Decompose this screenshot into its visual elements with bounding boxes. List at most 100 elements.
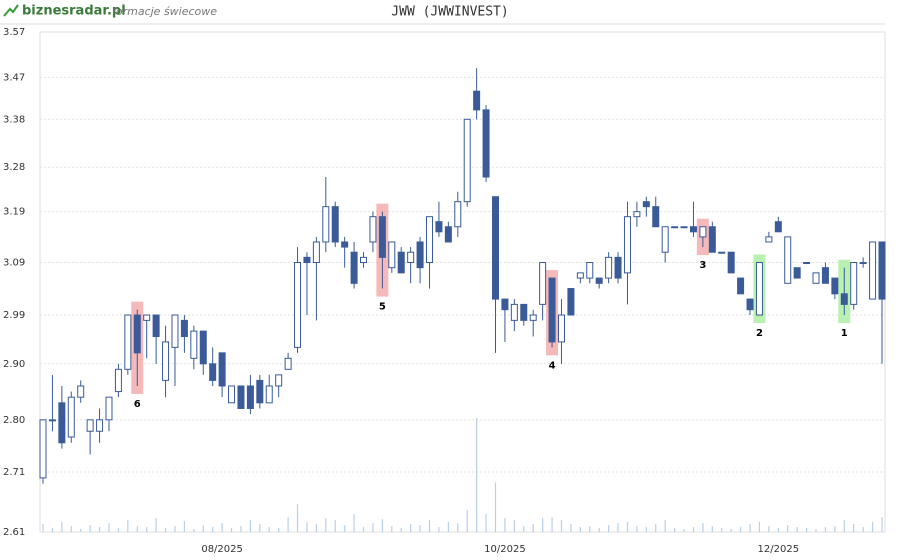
- y-tick-label: 2.61: [3, 527, 25, 538]
- candle-body: [765, 236, 773, 243]
- volume-bar: [513, 520, 515, 532]
- volume-bar: [80, 529, 82, 532]
- candle-body: [67, 396, 75, 438]
- volume-bar: [419, 525, 421, 532]
- candle-body: [878, 241, 886, 300]
- volume-bar: [391, 526, 393, 532]
- candle-body: [482, 109, 490, 178]
- volume-bar: [306, 522, 308, 532]
- candle-body: [576, 272, 584, 279]
- volume-bar: [485, 514, 487, 532]
- volume-bar: [617, 523, 619, 532]
- candle-body: [256, 379, 264, 404]
- volume-bar: [730, 529, 732, 532]
- volume-bar: [466, 510, 468, 532]
- candle-body: [755, 262, 763, 316]
- candle-body: [633, 211, 641, 218]
- volume-bar: [881, 517, 883, 532]
- candle-body: [48, 419, 56, 422]
- pattern-label: 4: [549, 360, 556, 371]
- volume-bar: [400, 528, 402, 532]
- candle-body: [162, 341, 170, 381]
- candle-body: [454, 201, 462, 228]
- candle-body: [105, 396, 113, 421]
- volume-bar: [683, 529, 685, 532]
- candle-body: [369, 216, 377, 243]
- candle-body: [680, 226, 688, 229]
- candle-body: [803, 262, 811, 265]
- y-tick-label: 2.71: [3, 467, 25, 478]
- candle-body: [39, 419, 47, 479]
- candle-body: [869, 241, 877, 300]
- volume-bar: [249, 520, 251, 532]
- candle-body: [642, 201, 650, 208]
- volume-bar: [315, 524, 317, 532]
- candle-body: [605, 256, 613, 279]
- logo-icon: [3, 4, 19, 17]
- volume-bar: [523, 526, 525, 532]
- volume-bar: [221, 523, 223, 532]
- candle-body: [341, 241, 349, 248]
- volume-bar: [692, 527, 695, 532]
- candle-body: [671, 226, 679, 229]
- candle-body: [114, 368, 122, 393]
- volume-bar: [353, 514, 355, 532]
- candle-body: [463, 118, 471, 203]
- candle-body: [58, 402, 66, 444]
- candle-body: [218, 352, 226, 387]
- volume-bar: [824, 527, 827, 532]
- volume-bar: [843, 520, 845, 532]
- candle-body: [793, 267, 801, 279]
- volume-bar: [853, 524, 855, 532]
- candle-body: [491, 196, 499, 300]
- volume-bar: [127, 520, 129, 532]
- chart-title: JWW (JWWINVEST): [391, 5, 508, 20]
- candle-body: [303, 256, 311, 264]
- volume-bar: [42, 524, 44, 532]
- candle-body: [586, 262, 594, 279]
- volume-bar: [787, 525, 789, 532]
- candle-body: [96, 419, 104, 432]
- volume-bar: [51, 528, 54, 532]
- candle-body: [322, 206, 330, 243]
- volume-bar: [438, 527, 440, 532]
- volume-bar: [136, 526, 138, 532]
- volume-bar: [589, 526, 591, 532]
- candle-body: [774, 221, 782, 233]
- candle-body: [539, 262, 547, 305]
- x-tick-label: 08/2025: [201, 544, 243, 555]
- volume-bar: [287, 517, 289, 532]
- volume-bar: [457, 523, 459, 532]
- volume-bar: [608, 525, 610, 532]
- volume-bar: [325, 518, 327, 532]
- pattern-label: 2: [756, 328, 763, 339]
- volume-bar: [711, 526, 713, 532]
- candle-body: [435, 221, 443, 233]
- y-tick-label: 2.80: [3, 415, 25, 426]
- candle-body: [718, 251, 726, 254]
- candle-body: [850, 262, 858, 305]
- candle-body: [501, 298, 509, 311]
- volume-bar: [598, 528, 600, 532]
- candle-body: [265, 385, 273, 404]
- volume-bar: [212, 527, 214, 532]
- candle-body: [237, 385, 245, 409]
- candle-body: [812, 272, 820, 284]
- pattern-label: 6: [134, 399, 141, 410]
- brand[interactable]: biznesradar.pl: [22, 4, 126, 19]
- y-tick-label: 3.28: [3, 162, 25, 173]
- subtitle: formacje świecowe: [112, 5, 217, 18]
- candle-body: [661, 226, 669, 253]
- candle-body: [284, 357, 292, 370]
- y-tick-label: 3.38: [3, 114, 25, 125]
- candle-body: [133, 314, 141, 354]
- candle-body: [699, 226, 707, 238]
- candle-body: [171, 314, 179, 348]
- candle-body: [246, 385, 254, 409]
- candle-body: [426, 216, 434, 264]
- candle-body: [567, 288, 575, 316]
- volume-bar: [834, 526, 836, 532]
- volume-bar: [362, 527, 365, 532]
